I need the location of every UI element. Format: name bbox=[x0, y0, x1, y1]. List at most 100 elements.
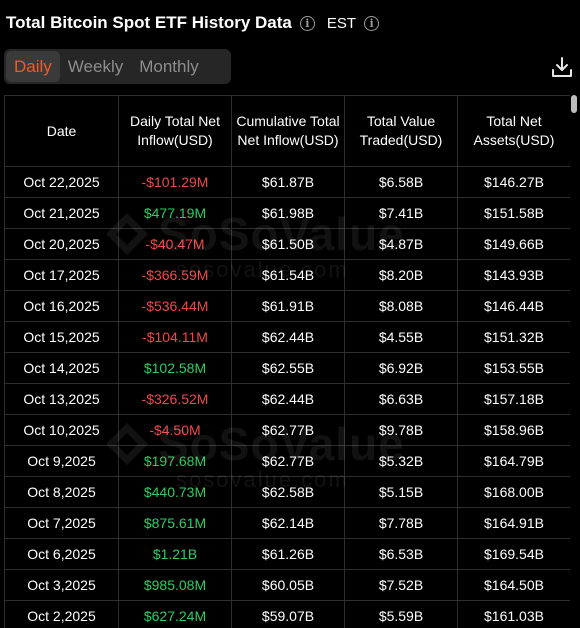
cell-daily-inflow: $627.24M bbox=[118, 600, 232, 628]
cell-daily-inflow: $1.21B bbox=[118, 538, 232, 570]
table-row[interactable]: Oct 17,2025 -$366.59M $61.54B $8.20B $143.93… bbox=[4, 259, 570, 291]
download-icon[interactable] bbox=[550, 55, 574, 79]
cell-date: Oct 21,2025 bbox=[4, 197, 119, 229]
timezone-label: EST bbox=[326, 14, 357, 32]
cell-net-assets: $158.96B bbox=[457, 414, 570, 446]
cell-daily-inflow: $875.61M bbox=[118, 507, 232, 539]
cell-date: Oct 17,2025 bbox=[4, 259, 119, 291]
cell-net-assets: $153.55B bbox=[457, 352, 570, 384]
cell-date: Oct 9,2025 bbox=[4, 445, 119, 477]
cell-cumulative-inflow: $62.77B bbox=[231, 445, 345, 477]
cell-cumulative-inflow: $61.91B bbox=[231, 290, 345, 322]
table-row[interactable]: Oct 22,2025 -$101.29M $61.87B $6.58B $146.27… bbox=[4, 166, 570, 198]
cell-value-traded: $6.63B bbox=[344, 383, 458, 415]
cell-cumulative-inflow: $61.54B bbox=[231, 259, 345, 291]
cell-value-traded: $7.41B bbox=[344, 197, 458, 229]
table-row[interactable]: Oct 10,2025 -$4.50M $62.77B $9.78B $158.96B bbox=[4, 414, 570, 446]
tab-daily[interactable]: Daily bbox=[6, 51, 60, 82]
table-row[interactable]: Oct 21,2025 $477.19M $61.98B $7.41B $151.58B bbox=[4, 197, 570, 229]
cell-value-traded: $6.58B bbox=[344, 166, 458, 198]
cell-date: Oct 22,2025 bbox=[4, 166, 119, 198]
table-row[interactable]: Oct 13,2025 -$326.52M $62.44B $6.63B $157.18… bbox=[4, 383, 570, 415]
cell-net-assets: $164.50B bbox=[457, 569, 570, 601]
cell-date: Oct 16,2025 bbox=[4, 290, 119, 322]
table-row[interactable]: Oct 9,2025 $197.68M $62.77B $5.32B $164.79B bbox=[4, 445, 570, 477]
cell-value-traded: $6.53B bbox=[344, 538, 458, 570]
column-header-daily-inflow[interactable]: Daily Total Net Inflow(USD) bbox=[118, 95, 232, 167]
cell-date: Oct 7,2025 bbox=[4, 507, 119, 539]
cell-value-traded: $5.59B bbox=[344, 600, 458, 628]
cell-net-assets: $169.54B bbox=[457, 538, 570, 570]
cell-cumulative-inflow: $62.44B bbox=[231, 383, 345, 415]
cell-date: Oct 15,2025 bbox=[4, 321, 119, 353]
cell-date: Oct 14,2025 bbox=[4, 352, 119, 384]
table-row[interactable]: Oct 3,2025 $985.08M $60.05B $7.52B $164.50B bbox=[4, 569, 570, 601]
table-row[interactable]: Oct 7,2025 $875.61M $62.14B $7.78B $164.91B bbox=[4, 507, 570, 539]
cell-net-assets: $146.27B bbox=[457, 166, 570, 198]
cell-net-assets: $164.79B bbox=[457, 445, 570, 477]
table-row[interactable]: Oct 2,2025 $627.24M $59.07B $5.59B $161.03B bbox=[4, 600, 570, 628]
cell-date: Oct 10,2025 bbox=[4, 414, 119, 446]
cell-net-assets: $164.91B bbox=[457, 507, 570, 539]
cell-daily-inflow: $985.08M bbox=[118, 569, 232, 601]
table-row[interactable]: Oct 16,2025 -$536.44M $61.91B $8.08B $146.44… bbox=[4, 290, 570, 322]
scrollbar-thumb[interactable] bbox=[571, 95, 577, 113]
cell-value-traded: $4.55B bbox=[344, 321, 458, 353]
cell-net-assets: $149.66B bbox=[457, 228, 570, 260]
cell-cumulative-inflow: $59.07B bbox=[231, 600, 345, 628]
cell-value-traded: $8.08B bbox=[344, 290, 458, 322]
column-header-date[interactable]: Date bbox=[4, 95, 119, 167]
cell-value-traded: $7.52B bbox=[344, 569, 458, 601]
cell-daily-inflow: -$4.50M bbox=[118, 414, 232, 446]
cell-net-assets: $161.03B bbox=[457, 600, 570, 628]
cell-cumulative-inflow: $61.50B bbox=[231, 228, 345, 260]
period-tabs: Daily Weekly Monthly bbox=[4, 49, 231, 84]
tab-monthly[interactable]: Monthly bbox=[139, 56, 199, 76]
column-header-cumulative-inflow[interactable]: Cumulative Total Net Inflow(USD) bbox=[231, 95, 345, 167]
cell-daily-inflow: -$536.44M bbox=[118, 290, 232, 322]
table-row[interactable]: Oct 8,2025 $440.73M $62.58B $5.15B $168.00B bbox=[4, 476, 570, 508]
cell-date: Oct 3,2025 bbox=[4, 569, 119, 601]
table-scrollbar[interactable] bbox=[571, 95, 577, 628]
column-header-net-assets[interactable]: Total Net Assets(USD) bbox=[457, 95, 570, 167]
cell-value-traded: $4.87B bbox=[344, 228, 458, 260]
cell-net-assets: $151.32B bbox=[457, 321, 570, 353]
cell-cumulative-inflow: $61.98B bbox=[231, 197, 345, 229]
timezone-info-icon[interactable]: i bbox=[364, 15, 380, 31]
table-row[interactable]: Oct 15,2025 -$104.11M $62.44B $4.55B $151.32… bbox=[4, 321, 570, 353]
page-title: Total Bitcoin Spot ETF History Data bbox=[6, 13, 292, 32]
cell-daily-inflow: -$326.52M bbox=[118, 383, 232, 415]
cell-date: Oct 13,2025 bbox=[4, 383, 119, 415]
cell-cumulative-inflow: $60.05B bbox=[231, 569, 345, 601]
cell-net-assets: $157.18B bbox=[457, 383, 570, 415]
cell-daily-inflow: $102.58M bbox=[118, 352, 232, 384]
history-table: Date Daily Total Net Inflow(USD) Cumulat… bbox=[4, 95, 570, 628]
cell-cumulative-inflow: $62.58B bbox=[231, 476, 345, 508]
cell-date: Oct 8,2025 bbox=[4, 476, 119, 508]
cell-cumulative-inflow: $61.26B bbox=[231, 538, 345, 570]
cell-net-assets: $143.93B bbox=[457, 259, 570, 291]
cell-net-assets: $146.44B bbox=[457, 290, 570, 322]
info-icon[interactable]: i bbox=[299, 15, 315, 31]
history-table-container: Date Daily Total Net Inflow(USD) Cumulat… bbox=[4, 95, 570, 628]
table-header-row: Date Daily Total Net Inflow(USD) Cumulat… bbox=[4, 95, 570, 167]
cell-date: Oct 6,2025 bbox=[4, 538, 119, 570]
cell-value-traded: $8.20B bbox=[344, 259, 458, 291]
table-row[interactable]: Oct 6,2025 $1.21B $61.26B $6.53B $169.54B bbox=[4, 538, 570, 570]
cell-cumulative-inflow: $62.44B bbox=[231, 321, 345, 353]
page-header: Total Bitcoin Spot ETF History Data i ES… bbox=[6, 10, 380, 36]
cell-date: Oct 20,2025 bbox=[4, 228, 119, 260]
cell-cumulative-inflow: $62.55B bbox=[231, 352, 345, 384]
cell-daily-inflow: $440.73M bbox=[118, 476, 232, 508]
cell-cumulative-inflow: $62.77B bbox=[231, 414, 345, 446]
cell-daily-inflow: $477.19M bbox=[118, 197, 232, 229]
cell-daily-inflow: -$101.29M bbox=[118, 166, 232, 198]
cell-daily-inflow: $197.68M bbox=[118, 445, 232, 477]
table-row[interactable]: Oct 14,2025 $102.58M $62.55B $6.92B $153.55B bbox=[4, 352, 570, 384]
cell-daily-inflow: -$104.11M bbox=[118, 321, 232, 353]
cell-daily-inflow: -$40.47M bbox=[118, 228, 232, 260]
tab-weekly[interactable]: Weekly bbox=[67, 56, 124, 76]
table-row[interactable]: Oct 20,2025 -$40.47M $61.50B $4.87B $149.66B bbox=[4, 228, 570, 260]
cell-daily-inflow: -$366.59M bbox=[118, 259, 232, 291]
column-header-value-traded[interactable]: Total Value Traded(USD) bbox=[344, 95, 458, 167]
